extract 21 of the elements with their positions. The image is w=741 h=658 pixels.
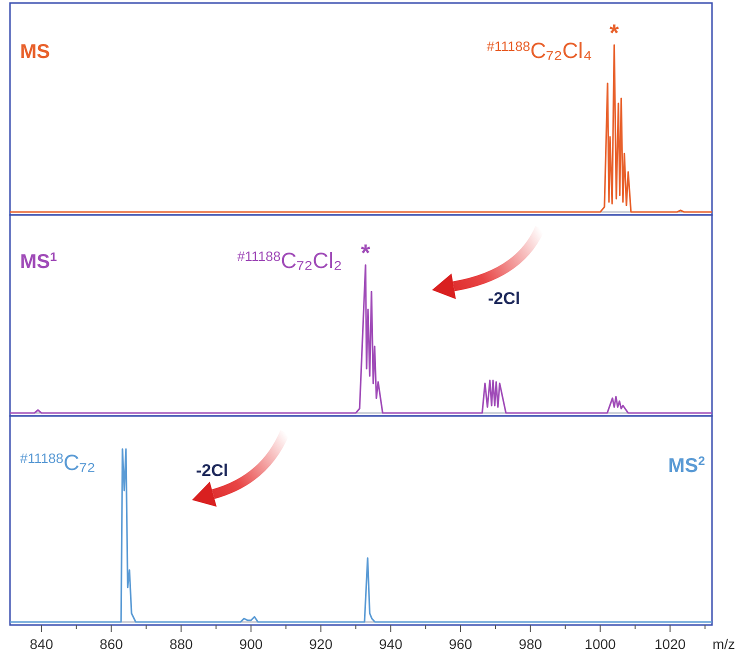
x-tick-label: 900 <box>239 636 263 652</box>
x-tick-label: 880 <box>169 636 194 652</box>
x-tick-label: 1020 <box>654 636 686 652</box>
x-tick-label: 840 <box>30 636 54 652</box>
x-tick-label: 1000 <box>584 636 616 652</box>
x-tick-label: 940 <box>379 636 403 652</box>
annotation: $^{#11188}$C₇₂Cl₂ <box>237 248 342 273</box>
x-axis-title: m/z <box>712 636 735 652</box>
annotation: -2Cl <box>196 461 228 480</box>
annotation: MS <box>20 41 50 63</box>
annotation: $^{#11188}$C₇₂ <box>20 450 96 475</box>
annotation: -2Cl <box>488 289 520 308</box>
x-tick-label: 860 <box>100 636 124 652</box>
annotation: MS$^{2}$ <box>668 454 706 477</box>
annotation: MS$^{1}$ <box>20 250 57 273</box>
x-tick-label: 960 <box>448 636 472 652</box>
annotation: * <box>360 240 371 267</box>
x-tick-label: 920 <box>309 636 333 652</box>
annotation: $^{#11188}$C₇₂Cl₄ <box>486 38 592 63</box>
x-tick-label: 980 <box>518 636 542 652</box>
annotation: * <box>610 20 620 47</box>
